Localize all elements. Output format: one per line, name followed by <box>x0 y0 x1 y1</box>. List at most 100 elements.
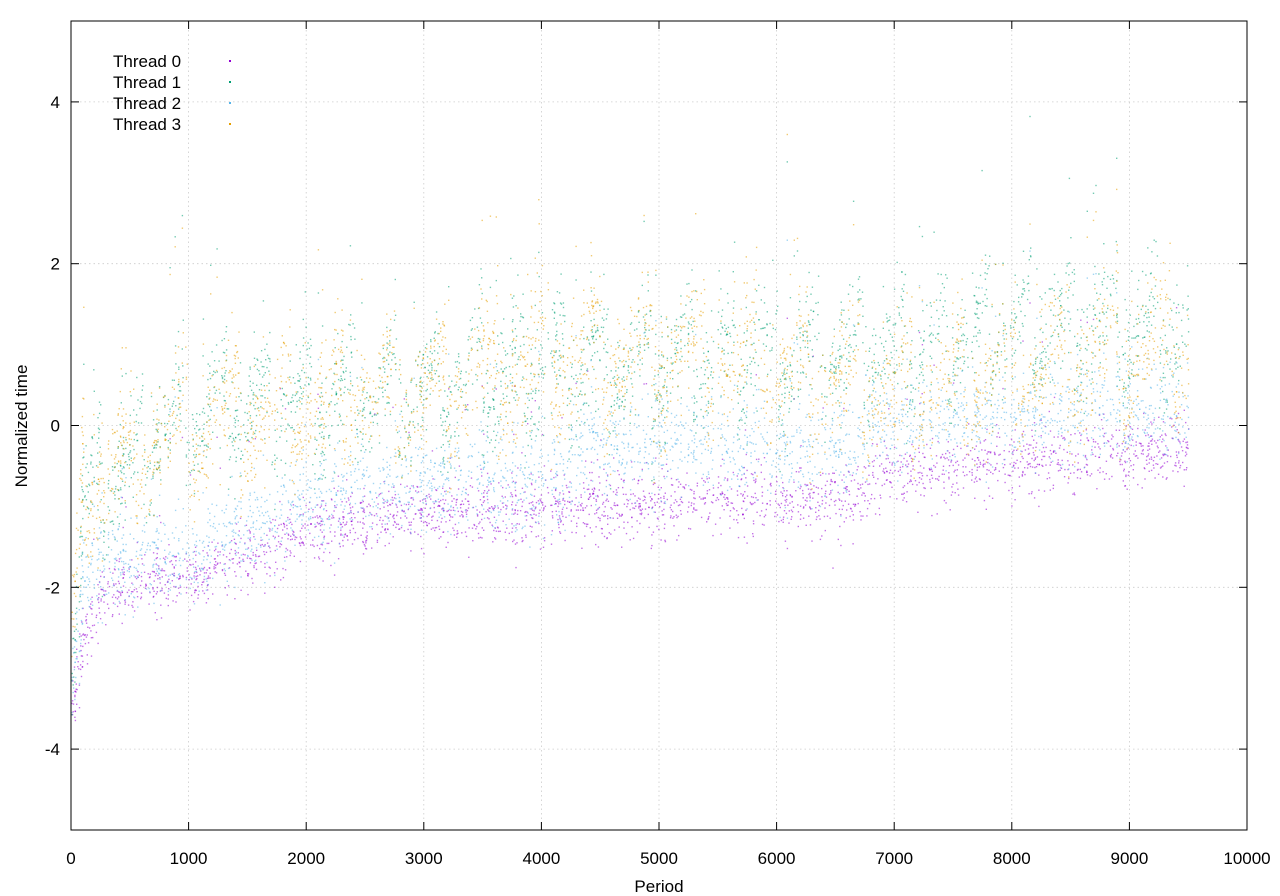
data-point <box>663 508 665 511</box>
data-point <box>1116 455 1118 457</box>
data-point <box>1076 345 1079 347</box>
data-point <box>354 517 356 519</box>
data-point <box>872 465 875 467</box>
data-point <box>948 472 950 474</box>
data-point <box>93 538 95 540</box>
data-point <box>340 419 342 422</box>
data-point <box>1178 440 1180 442</box>
data-point <box>1099 471 1101 474</box>
data-point <box>559 314 561 316</box>
data-point <box>1013 441 1015 443</box>
data-point <box>182 574 184 577</box>
data-point <box>447 509 450 512</box>
data-point <box>257 555 260 558</box>
data-point <box>1012 453 1014 456</box>
data-point <box>269 547 271 549</box>
data-point <box>1023 288 1025 290</box>
data-point <box>105 554 108 556</box>
data-point <box>292 400 294 402</box>
data-point <box>223 399 226 402</box>
data-point <box>589 493 591 495</box>
data-point <box>274 459 276 462</box>
data-point <box>1080 471 1083 473</box>
data-point <box>751 343 753 346</box>
data-point <box>685 484 687 486</box>
data-point <box>522 317 525 319</box>
data-point <box>468 503 470 506</box>
data-point <box>712 494 715 496</box>
data-point <box>1166 477 1168 479</box>
data-point <box>465 383 467 385</box>
data-point <box>963 474 966 477</box>
data-point <box>770 369 772 371</box>
data-point <box>507 385 509 387</box>
data-point <box>789 494 792 497</box>
data-point <box>739 419 741 421</box>
data-point <box>673 502 675 504</box>
data-point <box>511 495 514 498</box>
data-point <box>1166 401 1168 403</box>
data-point <box>576 420 578 422</box>
data-point <box>192 438 194 440</box>
data-point <box>627 499 630 502</box>
data-point <box>264 544 266 546</box>
data-point <box>261 543 263 546</box>
data-point <box>442 458 444 460</box>
data-point <box>766 324 768 326</box>
data-point <box>559 302 562 304</box>
data-point <box>863 404 865 406</box>
data-point <box>615 370 617 372</box>
data-point <box>753 321 755 323</box>
data-point <box>976 340 978 342</box>
data-point <box>1004 372 1006 374</box>
data-point <box>872 390 874 392</box>
data-point <box>559 500 561 503</box>
data-point <box>1162 454 1165 457</box>
data-point <box>154 612 156 614</box>
data-point <box>218 360 220 362</box>
data-point <box>406 517 408 519</box>
data-point <box>334 505 336 507</box>
data-point <box>663 527 666 530</box>
data-point <box>210 264 212 266</box>
data-point <box>691 269 693 271</box>
data-point <box>103 541 105 543</box>
data-point <box>639 522 641 525</box>
data-point <box>398 528 401 530</box>
data-point <box>189 609 191 611</box>
data-point <box>113 491 116 493</box>
data-point <box>971 479 973 481</box>
data-point <box>559 492 561 494</box>
data-point <box>762 327 765 329</box>
data-point <box>841 357 843 359</box>
data-point <box>116 598 119 600</box>
data-point <box>746 371 748 374</box>
data-point <box>457 532 459 534</box>
data-point <box>886 454 888 456</box>
data-point <box>175 555 177 558</box>
data-point <box>1178 462 1180 464</box>
data-point <box>708 489 711 491</box>
data-point <box>442 487 444 489</box>
data-point <box>1030 247 1032 249</box>
data-point <box>799 332 801 334</box>
data-point <box>1012 378 1014 380</box>
data-point <box>332 515 334 517</box>
data-point <box>462 515 464 517</box>
data-point <box>470 347 473 349</box>
data-point <box>691 308 693 311</box>
data-point <box>132 496 134 498</box>
data-point <box>782 487 784 489</box>
data-point <box>610 533 612 535</box>
data-point <box>531 509 534 511</box>
data-point <box>437 362 440 365</box>
data-point <box>1017 338 1019 341</box>
data-point <box>281 417 283 419</box>
data-point <box>575 279 577 281</box>
data-point <box>451 495 453 497</box>
data-point <box>294 382 296 384</box>
data-point <box>199 567 201 570</box>
data-point <box>1000 351 1003 353</box>
data-point <box>998 470 1000 472</box>
data-point <box>348 512 350 514</box>
